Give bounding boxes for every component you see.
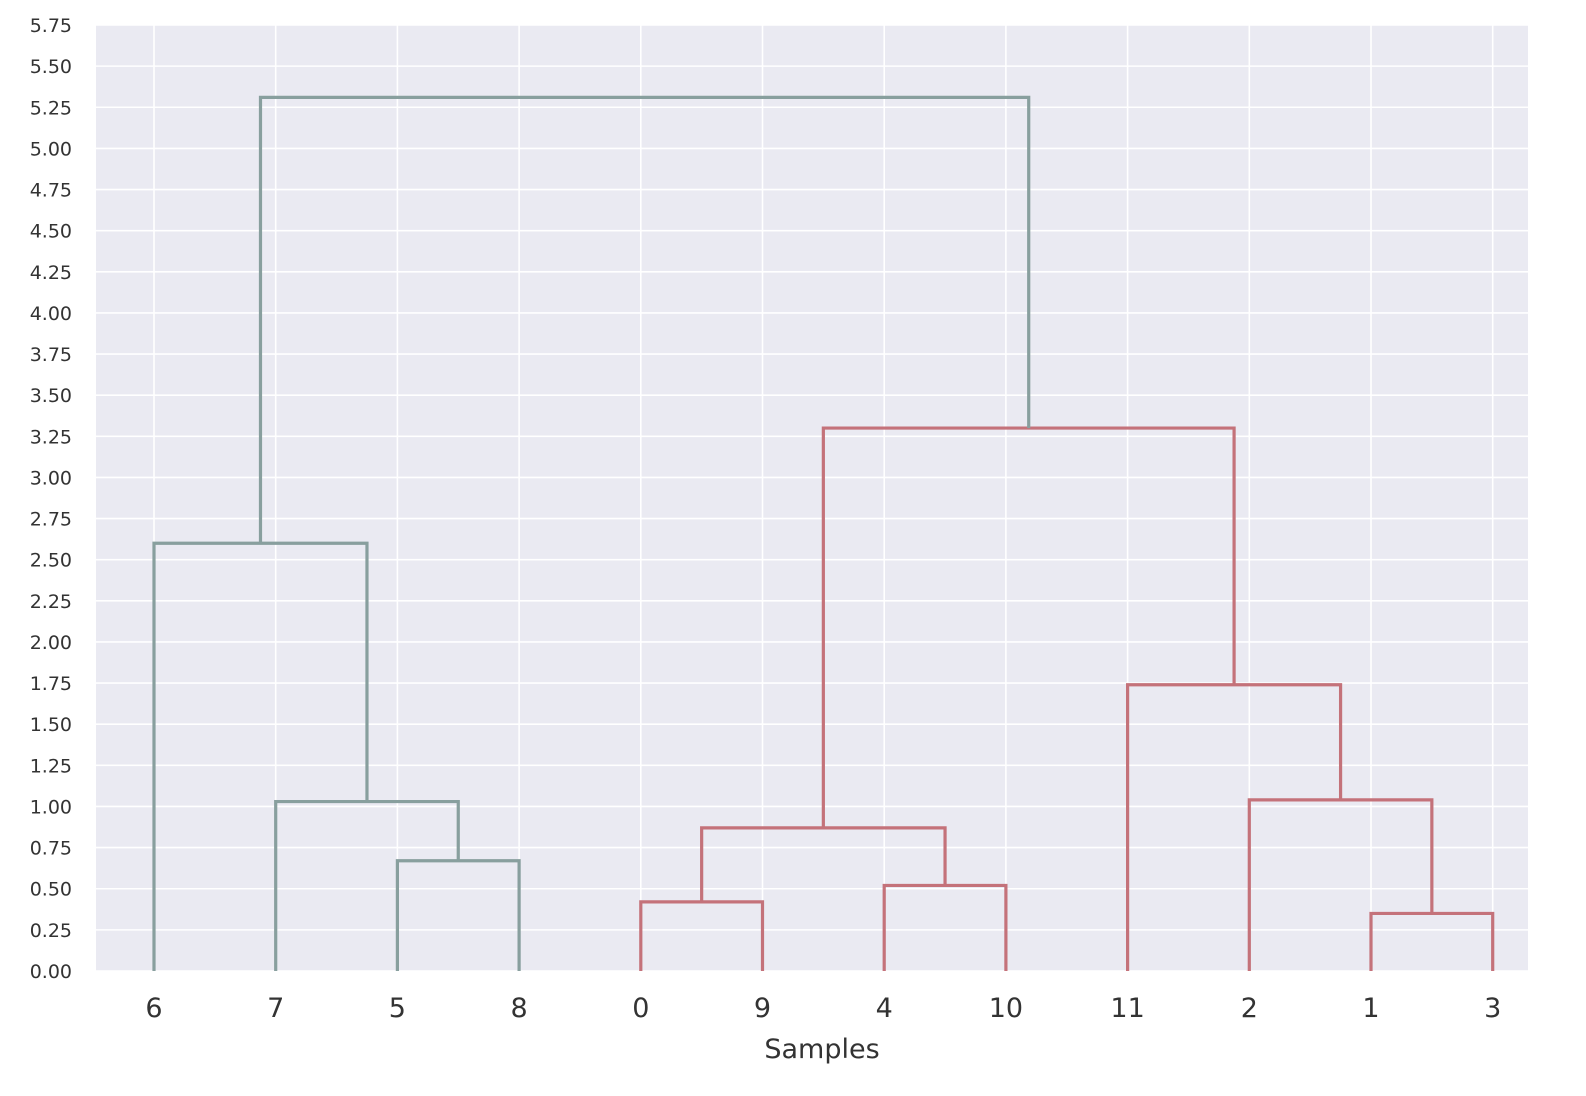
- dendrogram-link: [639, 900, 765, 971]
- y-tick-label: 2.00: [30, 632, 72, 654]
- x-tick-labels: 6 7 5 8 0 9 4 10 11 2 1 3: [145, 993, 1501, 1024]
- y-tick-label: 4.50: [30, 221, 72, 243]
- x-tick-label: 1: [1362, 993, 1379, 1024]
- y-tick-label: 4.25: [30, 262, 72, 284]
- y-tick-label: 2.75: [30, 509, 72, 531]
- x-axis-label: Samples: [764, 1034, 879, 1065]
- y-tick-label: 5.00: [30, 138, 72, 160]
- y-tick-label: 3.00: [30, 467, 72, 489]
- y-tick-label: 1.50: [30, 714, 72, 736]
- x-tick-label: 8: [511, 993, 528, 1024]
- y-tick-label: 0.25: [30, 920, 72, 942]
- y-tick-label: 2.50: [30, 550, 72, 572]
- y-tick-label: 3.25: [30, 426, 72, 448]
- y-tick-label: 4.00: [30, 303, 72, 325]
- y-tick-label: 5.75: [30, 15, 72, 37]
- y-tick-label: 3.75: [30, 344, 72, 366]
- x-tick-label: 5: [389, 993, 406, 1024]
- y-tick-label: 5.25: [30, 97, 72, 119]
- dendrogram-link: [882, 883, 1008, 971]
- y-tick-label: 4.75: [30, 180, 72, 202]
- x-tick-label: 4: [876, 993, 893, 1024]
- x-tick-label: 11: [1110, 993, 1144, 1024]
- y-tick-label: 1.75: [30, 673, 72, 695]
- x-tick-label: 9: [754, 993, 771, 1024]
- y-tick-label: 0.50: [30, 879, 72, 901]
- y-tick-labels: 0.00 0.25 0.50 0.75 1.00 1.25 1.50 1.75 2.00 2.25…: [30, 15, 72, 983]
- y-tick-label: 1.00: [30, 796, 72, 818]
- dendrogram-links: [152, 95, 1495, 971]
- y-tick-label: 0.75: [30, 838, 72, 860]
- x-tick-label: 7: [267, 993, 284, 1024]
- y-tick-label: 2.25: [30, 591, 72, 613]
- x-tick-label: 6: [145, 993, 162, 1024]
- dendrogram-link: [274, 799, 460, 971]
- y-tick-label: 3.50: [30, 385, 72, 407]
- grid-lines: [96, 24, 1528, 972]
- dendrogram-link: [258, 95, 1031, 544]
- x-tick-label: 0: [632, 993, 649, 1024]
- y-tick-label: 5.50: [30, 56, 72, 78]
- y-tick-label: 1.25: [30, 755, 72, 777]
- x-tick-label: 3: [1484, 993, 1501, 1024]
- x-tick-label: 2: [1241, 993, 1258, 1024]
- y-tick-label: 0.00: [30, 961, 72, 983]
- x-tick-label: 10: [989, 993, 1023, 1024]
- plot-background: [96, 25, 1528, 971]
